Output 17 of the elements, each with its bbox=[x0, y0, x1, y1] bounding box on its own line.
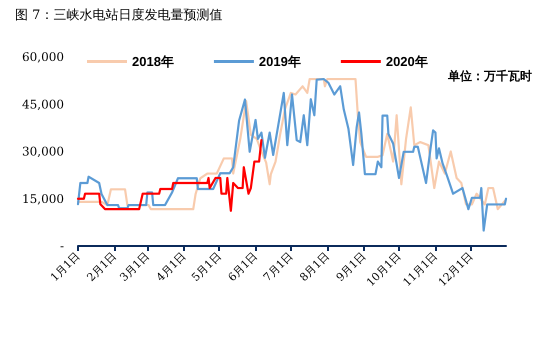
line-series bbox=[76, 139, 263, 212]
legend-label: 2020年 bbox=[386, 54, 428, 69]
y-tick-label: 15,000 bbox=[22, 192, 64, 206]
chart-title: 图 7：三峡水电站日度发电量预测值 bbox=[15, 7, 222, 23]
annotation: 单位：万千瓦时 bbox=[447, 69, 532, 83]
x-tick-label: 4月1日 bbox=[154, 249, 188, 284]
x-tick-label: 6月1日 bbox=[226, 249, 260, 284]
x-tick-label: 7月1日 bbox=[260, 249, 296, 284]
legend-label: 2019年 bbox=[258, 54, 301, 69]
legend-label: 2018年 bbox=[132, 54, 174, 69]
x-tick-label: 2月1日 bbox=[84, 249, 120, 284]
x-tick-label: 5月1日 bbox=[189, 249, 224, 284]
x-tick-label: 3月1日 bbox=[117, 249, 152, 284]
y-tick-label: 60,000 bbox=[22, 50, 64, 64]
y-tick-label: 30,000 bbox=[22, 144, 64, 158]
y-tick-label: 45,000 bbox=[22, 97, 64, 112]
x-tick-label: 8月1日 bbox=[297, 249, 332, 284]
